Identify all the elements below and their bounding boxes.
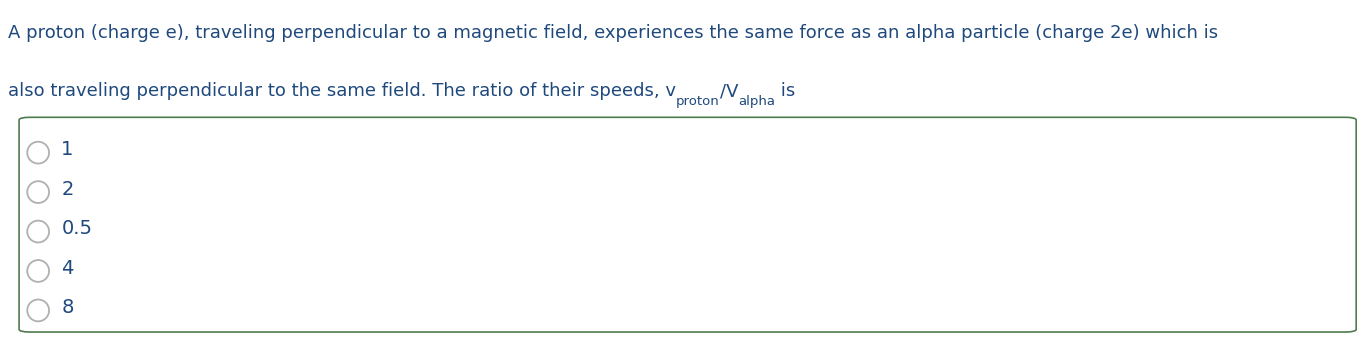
Text: proton: proton <box>676 95 720 108</box>
Text: 4: 4 <box>61 259 74 278</box>
Text: alpha: alpha <box>739 95 776 108</box>
FancyBboxPatch shape <box>19 117 1356 332</box>
Text: /V: /V <box>720 82 739 100</box>
Text: is: is <box>776 82 796 100</box>
Text: A proton (charge e), traveling perpendicular to a magnetic field, experiences th: A proton (charge e), traveling perpendic… <box>8 24 1219 42</box>
Text: 2: 2 <box>61 180 74 199</box>
Text: also traveling perpendicular to the same field. The ratio of their speeds, v: also traveling perpendicular to the same… <box>8 82 676 100</box>
Text: 0.5: 0.5 <box>61 220 93 238</box>
Text: 8: 8 <box>61 298 74 317</box>
Text: 1: 1 <box>61 141 74 159</box>
